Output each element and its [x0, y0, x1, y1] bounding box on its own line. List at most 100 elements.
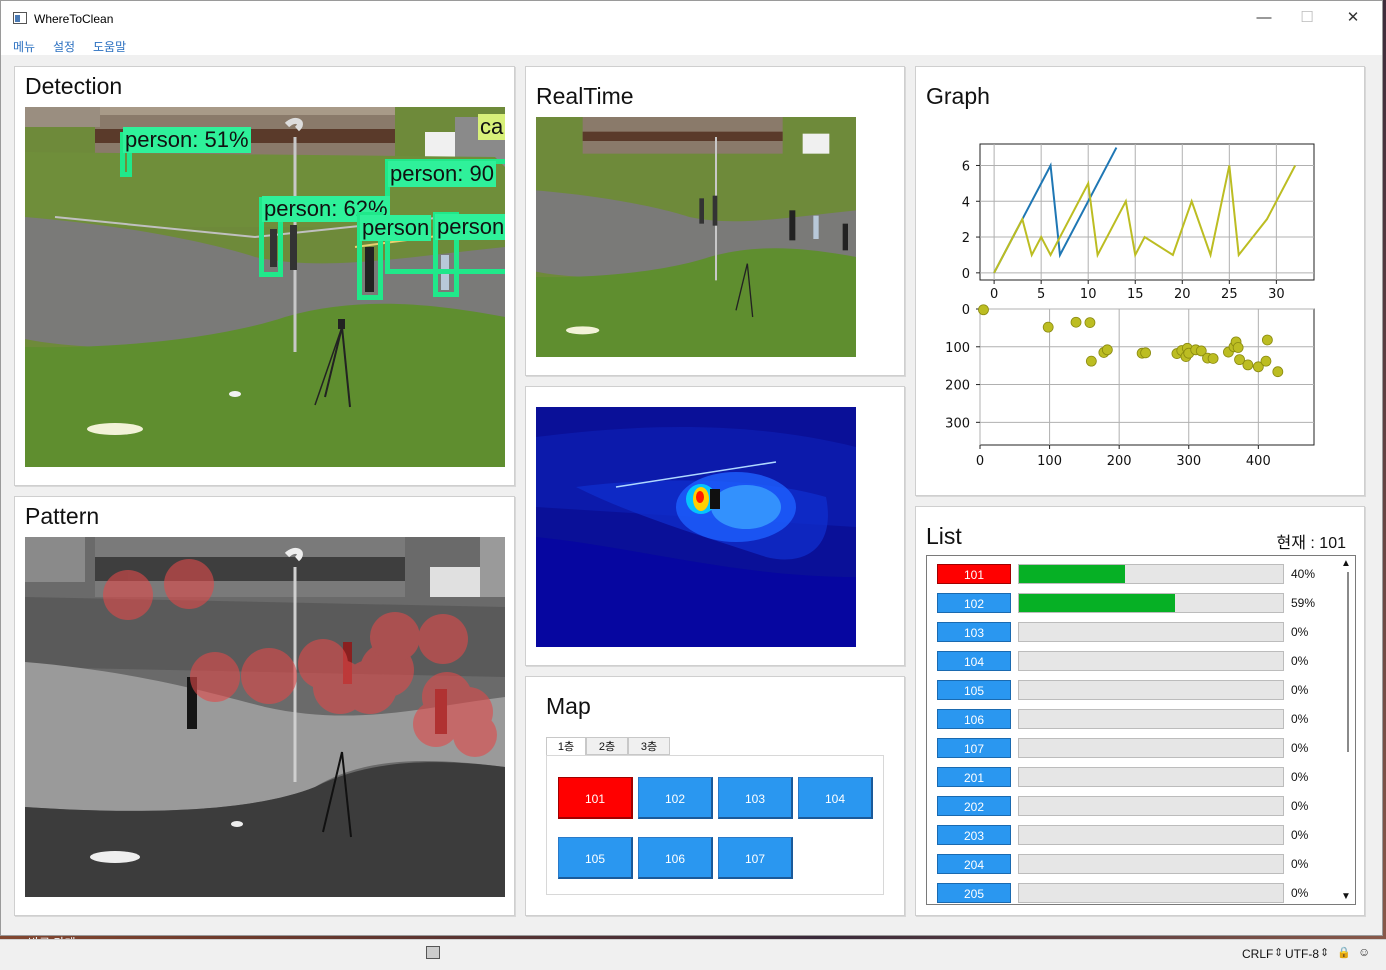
y-tick-label: 0 — [962, 267, 970, 282]
status-bar: CRLF ⇕ UTF-8 ⇕ 🔒 ☺ — [0, 939, 1386, 970]
detection-box — [357, 212, 383, 300]
maximize-button[interactable]: ☐ — [1300, 9, 1314, 26]
list-item[interactable]: 104 0% — [927, 645, 1337, 674]
minimize-button[interactable]: — — [1256, 9, 1272, 26]
scatter-point — [1084, 317, 1096, 329]
series-line-2 — [993, 165, 1297, 274]
list-item[interactable]: 205 0% — [927, 877, 1337, 904]
menu-settings[interactable]: 설정 — [53, 40, 76, 54]
window-title: WhereToClean — [34, 12, 114, 26]
x-tick-label: 5 — [1037, 287, 1045, 302]
room-button-106[interactable]: 106 — [638, 837, 713, 879]
panel-icon[interactable] — [426, 946, 440, 959]
progress-bar — [1018, 680, 1284, 700]
list-item[interactable]: 106 0% — [927, 703, 1337, 732]
room-tag[interactable]: 106 — [937, 709, 1011, 729]
progress-bar — [1018, 709, 1284, 729]
scatter-point — [1234, 354, 1245, 366]
x-tick-label: 10 — [1080, 287, 1097, 302]
pattern-panel: Pattern — [14, 496, 515, 916]
list-item[interactable]: 107 0% — [927, 732, 1337, 761]
list-item[interactable]: 105 0% — [927, 674, 1337, 703]
detection-video: person: 51% person: 90 person: 62% perso… — [25, 107, 505, 467]
x-tick-label: 200 — [1107, 454, 1132, 469]
room-tag[interactable]: 102 — [937, 593, 1011, 613]
x-tick-label: 15 — [1127, 287, 1144, 302]
scatter-point — [1261, 334, 1273, 346]
line-ending-selector[interactable]: CRLF — [1242, 947, 1274, 961]
list-title: List — [926, 523, 962, 549]
app-icon — [13, 12, 27, 24]
list-item[interactable]: 201 0% — [927, 761, 1337, 790]
progress-bar — [1018, 883, 1284, 903]
detection-title: Detection — [25, 73, 123, 99]
room-tag[interactable]: 104 — [937, 651, 1011, 671]
list-item[interactable]: 103 0% — [927, 616, 1337, 645]
progress-fill — [1019, 565, 1125, 583]
tab-floor-2[interactable]: 2층 — [586, 737, 628, 755]
floor-map: 101 102 103 104 105 106 107 — [546, 755, 884, 895]
scatter-point — [1085, 355, 1097, 367]
encoding-selector[interactable]: UTF-8 — [1285, 947, 1319, 961]
room-tag[interactable]: 105 — [937, 680, 1011, 700]
y-tick-label: 100 — [945, 341, 970, 356]
progress-bar — [1018, 796, 1284, 816]
scatter-point — [1272, 366, 1284, 378]
thermal-heatmap-image — [536, 407, 856, 647]
room-tag[interactable]: 101 — [937, 564, 1011, 584]
room-button-102[interactable]: 102 — [638, 777, 713, 819]
room-tag[interactable]: 201 — [937, 767, 1011, 787]
list-scrollbar[interactable]: ▲ ▼ — [1338, 556, 1355, 904]
room-tag[interactable]: 107 — [937, 738, 1011, 758]
detection-panel: Detection — [14, 66, 515, 486]
graph-panel: Graph 0 5 10 15 20 25 30 0 2 4 6 0 100 200 300 400 0 100 2… — [915, 66, 1365, 496]
progress-bar — [1018, 767, 1284, 787]
x-tick-label: 25 — [1221, 287, 1238, 302]
x-tick-label: 0 — [990, 287, 998, 302]
map-title: Map — [546, 693, 591, 719]
list-item[interactable]: 204 0% — [927, 848, 1337, 877]
detection-label: person: 62% — [262, 196, 390, 222]
room-tag[interactable]: 202 — [937, 796, 1011, 816]
progress-bar — [1018, 622, 1284, 642]
progress-bar — [1018, 825, 1284, 845]
list-item[interactable]: 202 0% — [927, 790, 1337, 819]
room-button-103[interactable]: 103 — [718, 777, 793, 819]
lock-icon[interactable]: 🔒 — [1337, 947, 1351, 959]
menu-help[interactable]: 도움말 — [93, 40, 127, 54]
room-tag[interactable]: 204 — [937, 854, 1011, 874]
progress-percent: 40% — [1291, 567, 1316, 581]
scroll-down-icon[interactable]: ▼ — [1341, 891, 1351, 902]
progress-bar — [1018, 651, 1284, 671]
list-item[interactable]: 203 0% — [927, 819, 1337, 848]
room-button-101[interactable]: 101 — [558, 777, 633, 819]
room-button-105[interactable]: 105 — [558, 837, 633, 879]
x-tick-label: 30 — [1268, 287, 1285, 302]
progress-percent: 0% — [1291, 741, 1309, 755]
list-item[interactable]: 102 59% — [927, 587, 1337, 616]
x-tick-label: 20 — [1174, 287, 1191, 302]
app-window: WhereToClean — ☐ ✕ 메뉴 설정 도움말 Detection — [0, 0, 1383, 936]
feedback-icon[interactable]: ☺ — [1358, 945, 1371, 959]
x-tick-label: 0 — [976, 454, 984, 469]
room-button-104[interactable]: 104 — [798, 777, 873, 819]
y-tick-label: 2 — [962, 231, 970, 246]
tab-floor-1[interactable]: 1층 — [546, 737, 586, 756]
room-button-107[interactable]: 107 — [718, 837, 793, 879]
scroll-up-icon[interactable]: ▲ — [1341, 558, 1351, 569]
list-item[interactable]: 101 40% — [927, 558, 1337, 587]
list-panel: List 현재 : 101 ▲ ▼ 101 40% 102 59% 103 0% 104 0%… — [915, 506, 1365, 916]
tab-floor-3[interactable]: 3층 — [628, 737, 670, 755]
scroll-thumb[interactable] — [1347, 572, 1349, 752]
room-progress-list[interactable]: ▲ ▼ 101 40% 102 59% 103 0% 104 0% 105 0% 106 0% 107 0… — [926, 555, 1356, 905]
pattern-title: Pattern — [25, 503, 100, 529]
close-button[interactable]: ✕ — [1346, 9, 1360, 26]
room-tag[interactable]: 103 — [937, 622, 1011, 642]
scatter-point — [1140, 347, 1152, 359]
room-tag[interactable]: 205 — [937, 883, 1011, 903]
room-tag[interactable]: 203 — [937, 825, 1011, 845]
menu-main[interactable]: 메뉴 — [13, 40, 36, 54]
menu-bar: 메뉴 설정 도움말 — [1, 35, 1382, 55]
progress-percent: 0% — [1291, 886, 1309, 900]
pattern-heatmap-image — [25, 537, 505, 897]
